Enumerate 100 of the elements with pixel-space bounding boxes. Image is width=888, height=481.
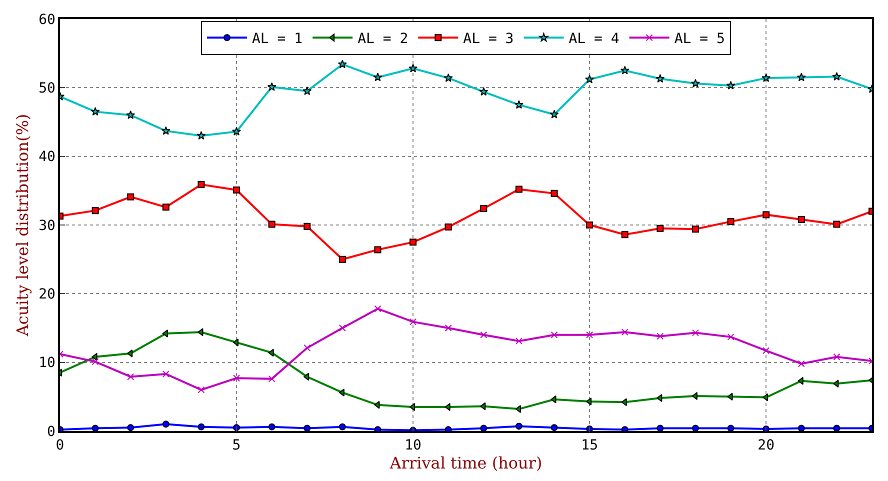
point (162, 204, 170, 211)
point (374, 305, 382, 312)
point (268, 220, 276, 228)
point (304, 222, 311, 230)
point (656, 424, 664, 431)
point (656, 224, 664, 232)
point (692, 329, 699, 336)
point (338, 60, 347, 68)
point (196, 131, 206, 140)
y-tick-label: 10 (38, 355, 56, 372)
point (586, 425, 594, 431)
point (692, 424, 699, 431)
point (304, 372, 310, 381)
point (304, 424, 311, 431)
point (338, 423, 346, 430)
point (727, 424, 734, 431)
point (480, 402, 486, 410)
point (444, 224, 452, 231)
point (514, 100, 524, 109)
point (762, 73, 771, 82)
point (90, 107, 100, 116)
x-axis-title: Arrival time (hour) (388, 454, 542, 473)
point (410, 318, 417, 326)
point (92, 424, 99, 431)
legend-label: AL = 4 (568, 31, 620, 48)
point (798, 360, 805, 368)
point (480, 331, 488, 338)
point (126, 110, 136, 120)
point (374, 400, 380, 409)
point (832, 72, 842, 81)
point (127, 193, 134, 200)
point (621, 328, 628, 336)
point (515, 422, 522, 430)
point (338, 256, 346, 263)
point (692, 392, 698, 400)
y-tick-label: 40 (38, 149, 56, 166)
point (267, 82, 276, 91)
point (550, 190, 558, 197)
point (762, 211, 770, 218)
point (410, 403, 416, 411)
point (762, 347, 770, 354)
point (408, 64, 418, 72)
point (690, 78, 700, 88)
point (198, 386, 205, 394)
point (586, 331, 594, 338)
point (479, 87, 488, 96)
point (444, 403, 450, 411)
point (550, 331, 558, 338)
point (727, 218, 734, 226)
point (127, 424, 134, 431)
point (233, 338, 239, 346)
point (796, 72, 806, 82)
legend-label: AL = 5 (674, 31, 725, 48)
point (620, 66, 630, 74)
point (833, 424, 840, 431)
point (92, 358, 99, 366)
point (692, 226, 699, 233)
point (162, 330, 168, 338)
point (621, 231, 628, 238)
point (373, 72, 382, 82)
y-axis-title: Acuity level distribution(%) (12, 114, 32, 338)
y-tick-label: 20 (38, 286, 56, 303)
point (833, 353, 840, 360)
point (656, 74, 665, 83)
point (374, 246, 382, 254)
point (162, 420, 170, 428)
legend-label: AL = 2 (358, 31, 408, 48)
point (198, 423, 205, 430)
point (268, 375, 276, 382)
y-tick-label: 60 (38, 12, 56, 28)
point (92, 207, 99, 214)
point (762, 425, 770, 431)
point (480, 205, 488, 212)
point (798, 424, 805, 431)
point (480, 424, 488, 431)
point (304, 344, 311, 352)
point (550, 395, 556, 404)
point (762, 393, 768, 402)
point (161, 126, 170, 135)
y-tick-label: 0 (47, 424, 56, 440)
point (550, 110, 559, 118)
point (268, 348, 274, 357)
point (410, 238, 417, 246)
point (233, 186, 240, 194)
point (127, 349, 133, 358)
point (798, 376, 804, 385)
point (798, 216, 805, 224)
point (550, 424, 558, 431)
point (727, 392, 733, 401)
x-tick-label: 5 (232, 438, 241, 454)
point (198, 180, 205, 188)
x-tick-label: 10 (404, 438, 422, 454)
point (338, 324, 346, 332)
point (515, 405, 521, 413)
point (198, 328, 204, 336)
point (162, 370, 170, 378)
point (444, 324, 452, 332)
point (621, 398, 627, 406)
point (302, 86, 312, 95)
point (833, 380, 839, 388)
